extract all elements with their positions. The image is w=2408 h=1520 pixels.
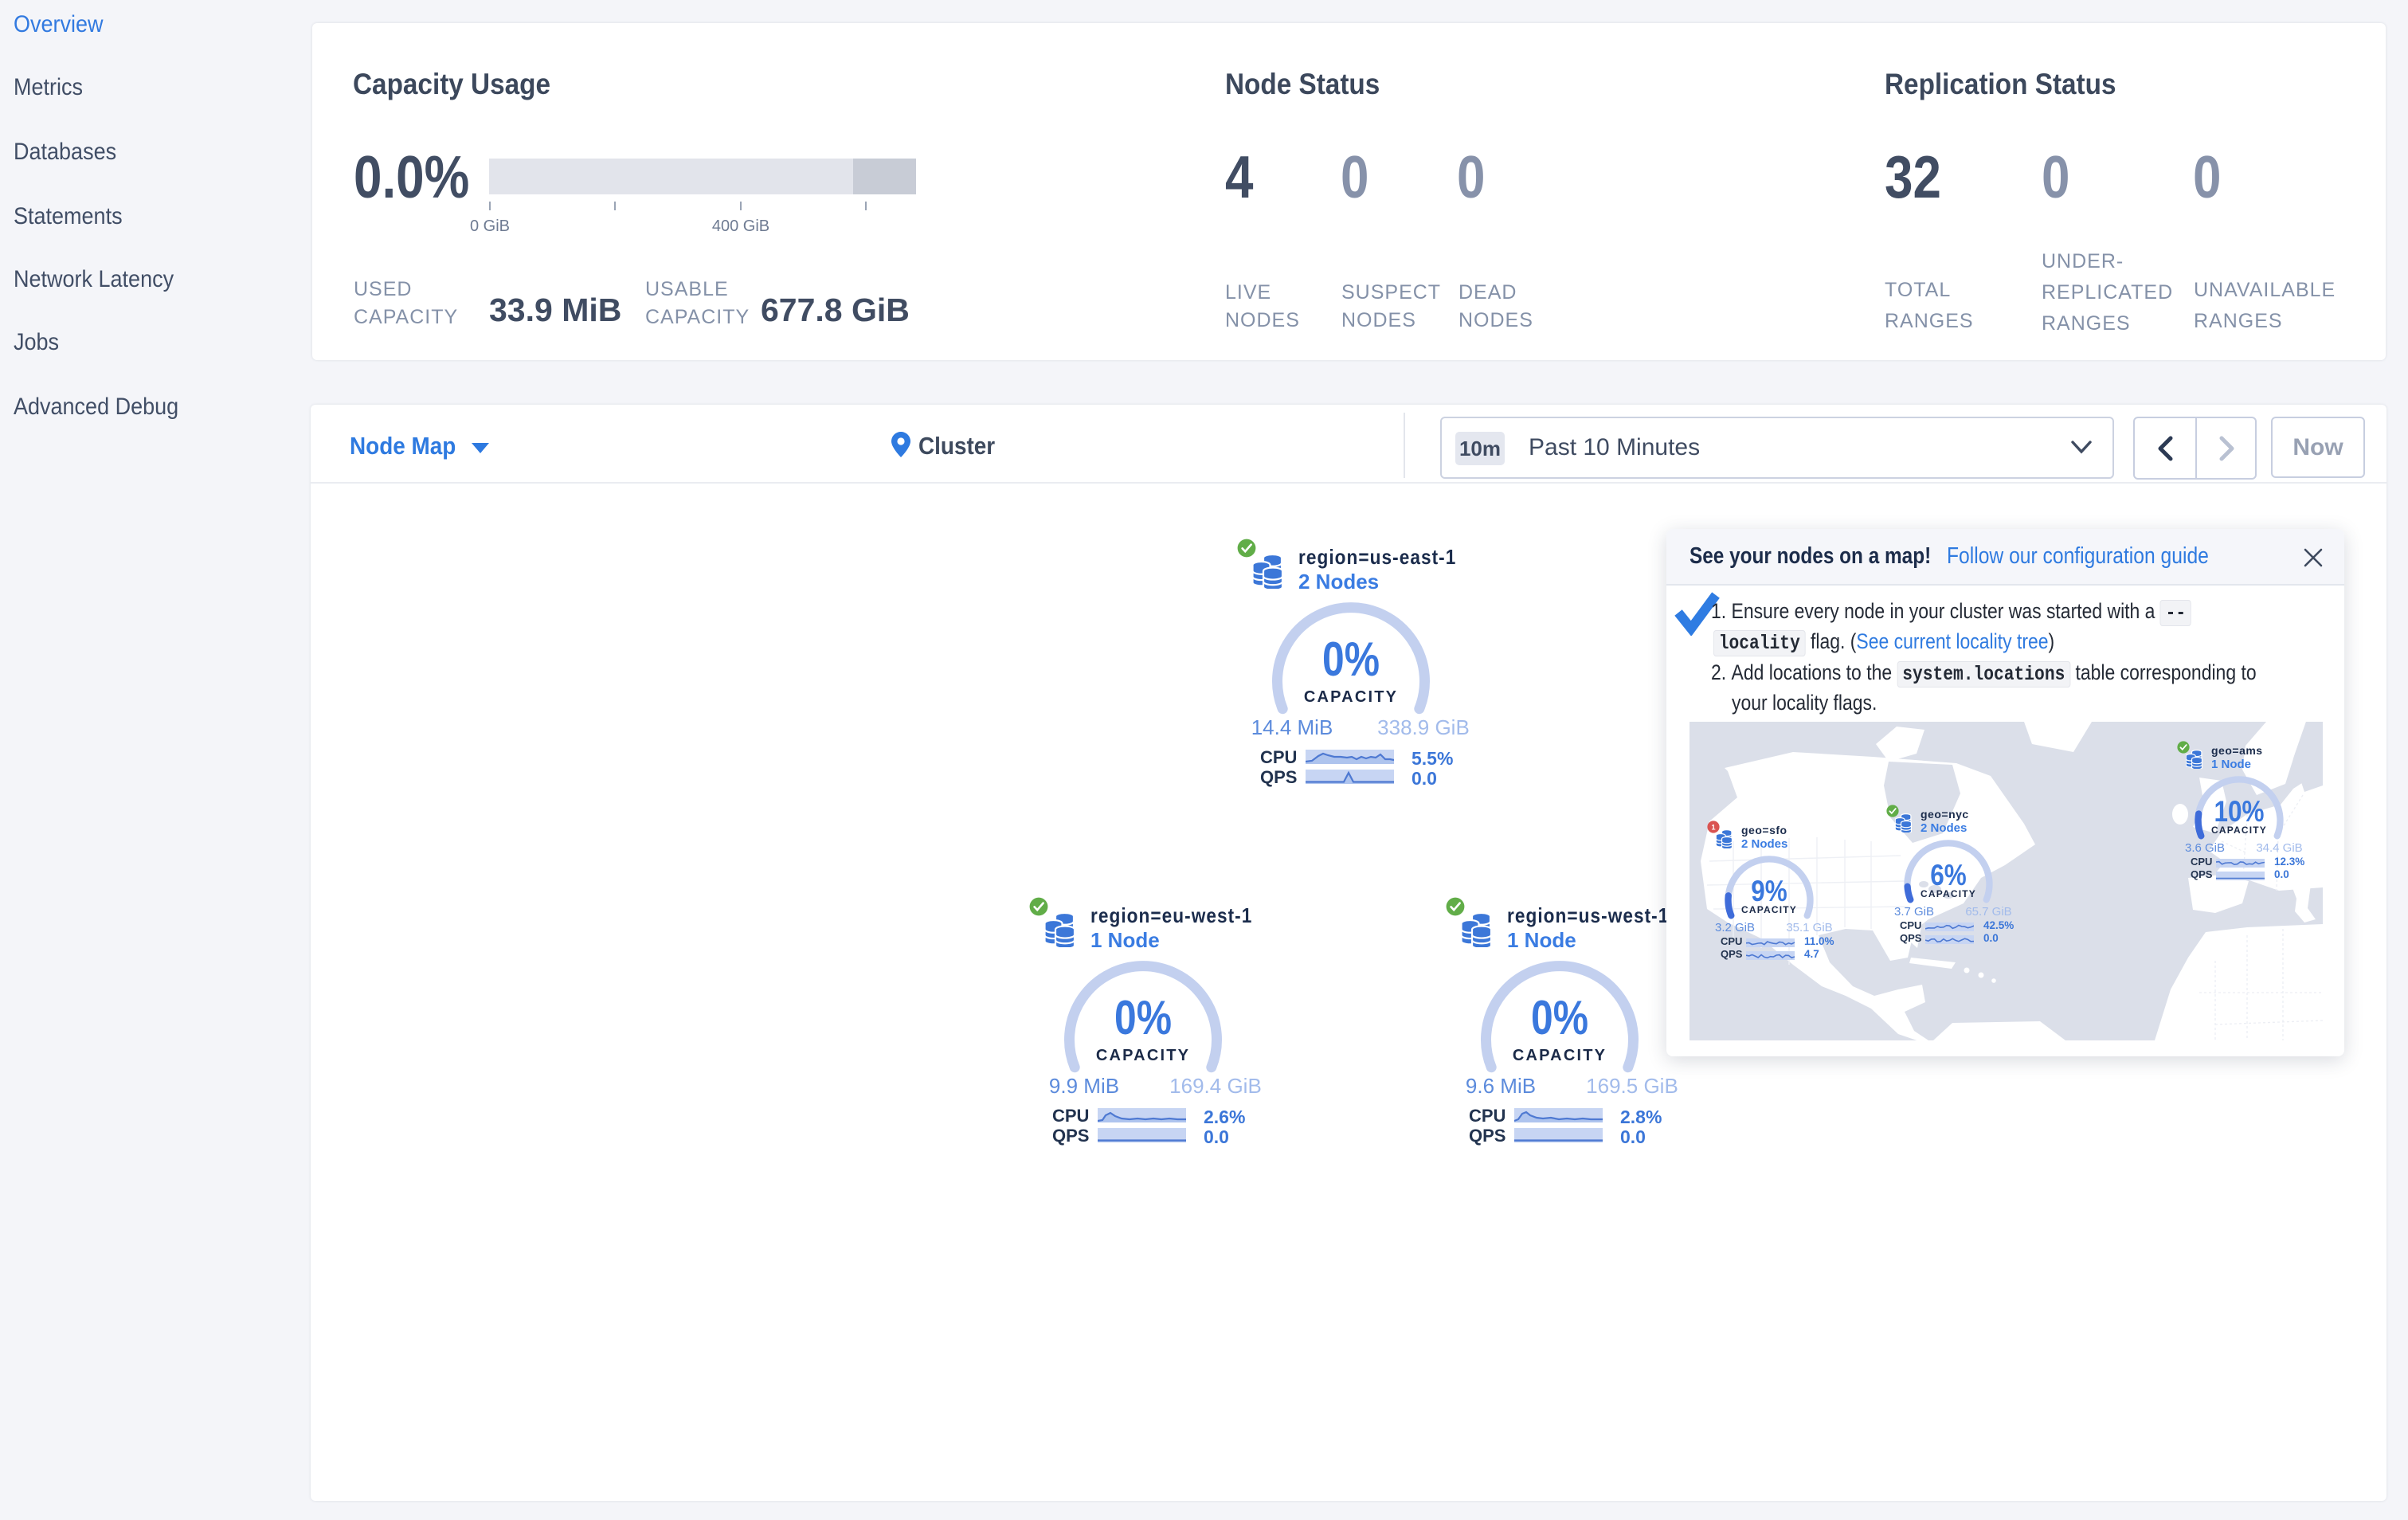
svg-text:1: 1 bbox=[1711, 823, 1715, 831]
